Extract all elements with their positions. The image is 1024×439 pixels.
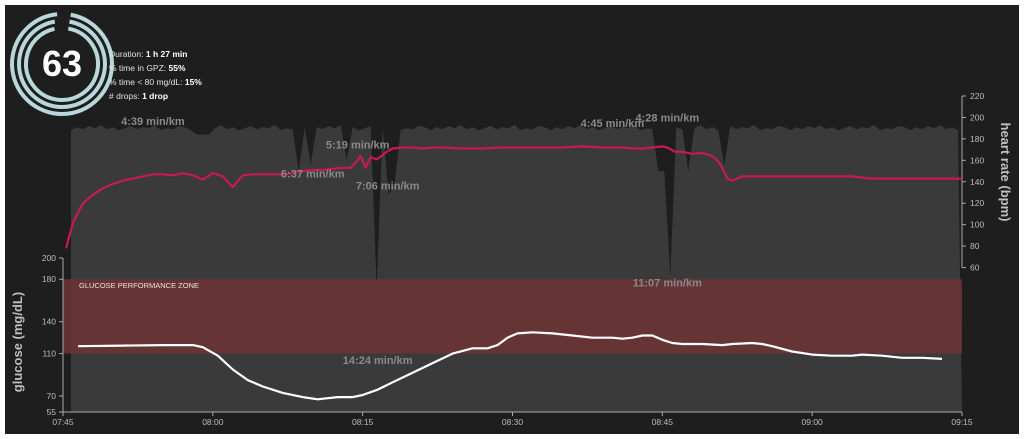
heart-rate-line	[64, 145, 962, 249]
pace-label: 7:06 min/km	[356, 180, 420, 192]
score-ring: 63	[9, 11, 115, 117]
glucose-heart-rate-chart: GLUCOSE PERFORMANCE ZONE 55 70 110 140 180 20…	[5, 5, 1019, 434]
time-tick-label: 08:45	[652, 417, 674, 427]
heart-rate-tick-label: 220	[970, 91, 984, 101]
time-tick-label: 07:45	[52, 417, 74, 427]
stat-time-low: % time < 80 mg/dL: 15%	[109, 77, 202, 87]
glucose-tick-label: 55	[47, 407, 57, 417]
heart-rate-tick-label: 100	[970, 220, 984, 230]
zone-label: GLUCOSE PERFORMANCE ZONE	[79, 281, 199, 290]
score-value: 63	[41, 43, 83, 84]
time-tick-label: 09:15	[951, 417, 973, 427]
glucose-line	[77, 331, 943, 401]
heart-rate-tick-label: 120	[970, 198, 984, 208]
stat-time-in-gpz: % time in GPZ: 55%	[109, 63, 186, 73]
heart-rate-axis-title: heart rate (bpm)	[998, 123, 1013, 222]
pace-label: 14:24 min/km	[343, 355, 413, 367]
chart-canvas: GLUCOSE PERFORMANCE ZONE 55 70 110 140 180 20…	[10, 91, 1013, 427]
pace-label: 4:28 min/km	[636, 113, 700, 125]
glucose-tick-label: 200	[42, 253, 56, 263]
time-tick-label: 08:15	[352, 417, 374, 427]
stat-drops: # drops: 1 drop	[109, 91, 169, 101]
glucose-tick-label: 70	[47, 391, 57, 401]
time-tick-label: 08:30	[502, 417, 524, 427]
pace-label: 4:45 min/km	[581, 118, 645, 130]
heart-rate-tick-label: 80	[970, 241, 980, 251]
pace-label: 5:19 min/km	[326, 140, 390, 152]
glucose-tick-label: 180	[42, 274, 56, 284]
heart-rate-tick-label: 160	[970, 155, 984, 165]
glucose-tick-label: 110	[42, 349, 56, 359]
heart-rate-tick-label: 200	[970, 112, 984, 122]
glucose-performance-zone	[63, 279, 962, 354]
heart-rate-tick-label: 60	[970, 263, 980, 273]
score-ring-icon	[10, 12, 114, 116]
time-tick-label: 08:00	[202, 417, 224, 427]
pace-area	[70, 125, 963, 412]
glucose-axis-title: glucose (mg/dL)	[10, 292, 25, 392]
glucose-tick-label: 140	[42, 317, 56, 327]
session-stats: Duration: 1 h 27 min % time in GPZ: 55% …	[109, 47, 202, 103]
pace-label: 6:37 min/km	[281, 168, 345, 180]
pace-label: 4:39 min/km	[121, 116, 185, 128]
heart-rate-tick-label: 140	[970, 177, 984, 187]
time-tick-label: 09:00	[802, 417, 824, 427]
pace-label: 11:07 min/km	[633, 278, 702, 290]
stat-duration: Duration: 1 h 27 min	[109, 49, 188, 59]
heart-rate-tick-label: 180	[970, 134, 984, 144]
